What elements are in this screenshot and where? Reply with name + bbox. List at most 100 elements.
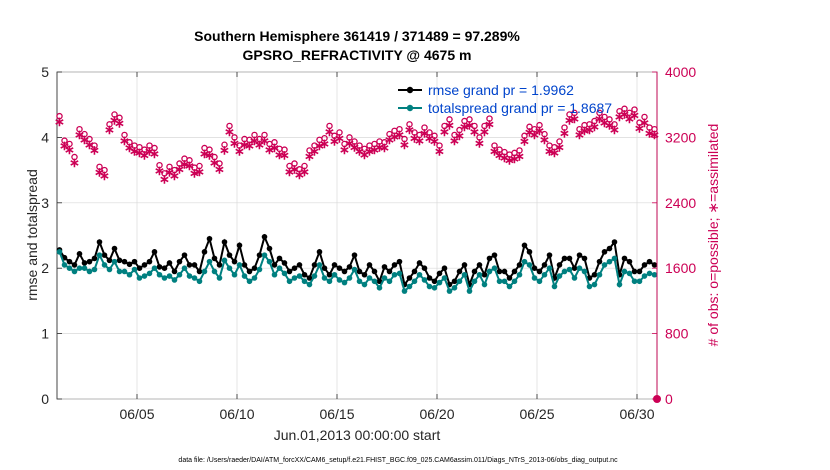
rmse-point [196, 268, 203, 275]
totalspread-point [211, 268, 218, 275]
rmse-point [411, 268, 418, 275]
possible-obs-point [251, 131, 258, 139]
totalspread-point [321, 275, 328, 281]
assimilated-obs-point: ∗ [234, 143, 245, 158]
y-right-tick-label: 2400 [665, 195, 696, 211]
totalspread-point [241, 273, 248, 279]
rmse-point [86, 258, 93, 265]
possible-obs-point [596, 109, 603, 117]
totalspread-point [226, 265, 233, 272]
possible-obs-point [491, 142, 498, 149]
rmse-point [176, 258, 183, 265]
rmse-point [136, 265, 143, 272]
rmse-point [641, 262, 648, 268]
totalspread-point [146, 270, 153, 277]
totalspread-point [101, 262, 108, 268]
rmse-point [181, 252, 188, 258]
rmse-point [471, 268, 478, 275]
totalspread-point [461, 271, 468, 278]
rmse-point [626, 258, 633, 265]
legend-rmse-label: rmse grand pr = 1.9962 [428, 82, 574, 98]
assimilated-obs-point: ∗ [574, 127, 585, 142]
assimilated-obs-point: ∗ [489, 143, 500, 158]
assimilated-obs-point: ∗ [534, 123, 545, 138]
x-axis-label: Jun.01,2013 00:00:00 start [274, 427, 441, 443]
possible-obs-point [456, 126, 463, 134]
possible-obs-point [176, 160, 183, 167]
totalspread-point [396, 270, 403, 277]
rmse-point [216, 262, 223, 268]
totalspread-point [406, 283, 413, 290]
assimilated-obs-point: ∗ [404, 122, 415, 137]
assimilated-obs-point: ∗ [124, 140, 135, 155]
rmse-point [541, 262, 548, 268]
rmse-point [291, 265, 298, 272]
possible-obs-point [166, 163, 173, 171]
assimilated-obs-point: ∗ [104, 122, 115, 137]
totalspread-point [306, 281, 313, 288]
rmse-point [486, 255, 493, 262]
rmse-point [436, 270, 443, 277]
assimilated-obs-point: ∗ [464, 117, 475, 132]
assimilated-obs-point: ∗ [304, 148, 315, 163]
assimilated-obs-point: ∗ [559, 125, 570, 140]
assimilated-obs-point: ∗ [244, 138, 255, 153]
rmse-point [316, 249, 323, 255]
totalspread-point [341, 279, 348, 286]
y-left-tick-label: 3 [41, 195, 49, 211]
rmse-point [171, 268, 178, 275]
y-right-tick-label: 3200 [665, 129, 696, 145]
totalspread-point [161, 275, 168, 281]
rmse-point [116, 257, 123, 264]
totalspread-point [376, 285, 383, 291]
rmse-point [361, 271, 368, 278]
rmse-point [546, 252, 553, 258]
assimilated-obs-point: ∗ [624, 111, 635, 126]
assimilated-obs-point: ∗ [409, 130, 420, 145]
assimilated-obs-point: ∗ [119, 133, 130, 148]
assimilated-obs-point: ∗ [484, 117, 495, 132]
possible-obs-point [631, 106, 638, 113]
legend-spread-marker [406, 104, 414, 112]
assimilated-obs-point: ∗ [529, 127, 540, 142]
rmse-point [311, 262, 318, 268]
rmse-point [186, 262, 193, 268]
totalspread-point [96, 252, 103, 258]
possible-obs-point [486, 115, 493, 122]
assimilated-obs-point: ∗ [604, 117, 615, 132]
rmse-point [621, 255, 628, 262]
rmse-point [386, 268, 393, 275]
chart-title-line2: GPSRO_REFRACTIVITY @ 4675 m [243, 47, 472, 63]
rmse-point [126, 261, 133, 268]
totalspread-point [356, 278, 363, 285]
assimilated-obs-point: ∗ [74, 127, 85, 142]
possible-obs-point [96, 163, 103, 171]
totalspread-point [71, 268, 78, 275]
totalspread-point [121, 268, 128, 275]
possible-obs-point [611, 121, 618, 128]
rmse-point [191, 262, 198, 268]
x-tick-label: 06/30 [619, 406, 654, 422]
x-tick-label: 06/10 [219, 406, 254, 422]
possible-obs-point [426, 129, 433, 136]
rmse-point [391, 262, 398, 268]
assimilated-obs-point: ∗ [594, 111, 605, 126]
assimilated-obs-point: ∗ [349, 139, 360, 154]
totalspread-point [111, 258, 118, 265]
rmse-point [566, 255, 573, 262]
assimilated-obs-point: ∗ [504, 152, 515, 167]
totalspread-point [606, 258, 613, 265]
assimilated-obs-point: ∗ [204, 148, 215, 163]
possible-obs-point [86, 135, 93, 143]
assimilated-obs-point: ∗ [589, 119, 600, 134]
assimilated-obs-point: ∗ [134, 145, 145, 160]
totalspread-point [331, 271, 338, 278]
totalspread-point [611, 255, 618, 262]
possible-obs-point [576, 125, 583, 133]
assimilated-obs-point: ∗ [149, 146, 160, 161]
rmse-point [246, 268, 253, 275]
assimilated-obs-point: ∗ [554, 139, 565, 154]
assimilated-obs-point: ∗ [394, 127, 405, 142]
rmse-point [161, 265, 168, 272]
